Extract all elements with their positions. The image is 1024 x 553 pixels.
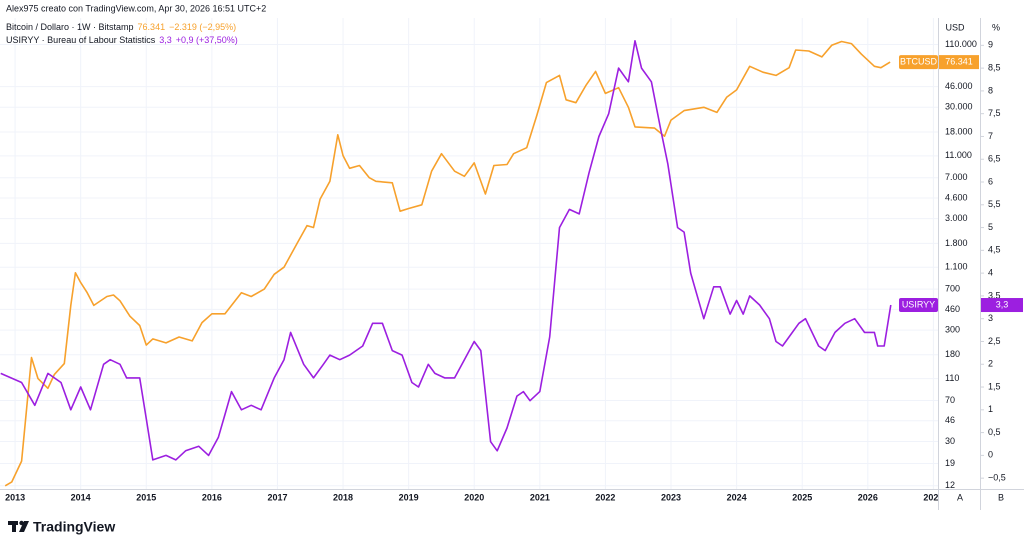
x-tick-label: 2019 [399, 492, 419, 502]
x-tick-label: 2021 [530, 492, 550, 502]
watermark: TradingView [33, 519, 115, 535]
legend-change: −2.319 (−2,95%) [169, 22, 236, 32]
symbol-badge [899, 55, 938, 70]
x-tick-label: 2016 [202, 492, 222, 502]
legend-value: 76.341 [138, 22, 166, 32]
y-tick-label: 1.800 [945, 238, 968, 248]
y2-tick-label: 3 [988, 313, 993, 323]
symbol-badge-label: BTCUSD [900, 56, 938, 66]
y2-tick-label: 0,5 [988, 427, 1001, 437]
y-tick-label: 460 [945, 304, 960, 314]
y2-tick-label: 6 [988, 176, 993, 186]
series-line [4, 40, 891, 487]
logo: TradingView [8, 519, 115, 535]
symbol-badge [899, 298, 938, 313]
y-tick-label: 30.000 [945, 102, 973, 112]
y-tick-label: 1.100 [945, 262, 968, 272]
last-value-badge [939, 55, 979, 70]
last-value-badge [981, 298, 1023, 313]
y-tick-label: 46.000 [945, 81, 973, 91]
legend-name: USIRYY · Bureau of Labour Statistics [6, 35, 156, 45]
legend-change: +0,9 (+37,50%) [176, 35, 238, 45]
y2-tick-label: 6,5 [988, 154, 1001, 164]
legend-value: 3,3 [159, 35, 172, 45]
y-tick-label: 3.000 [945, 213, 968, 223]
y2-tick-label: 8,5 [988, 62, 1001, 72]
y-tick-label: 7.000 [945, 172, 968, 182]
y-tick-label: 70 [945, 395, 955, 405]
grid [0, 18, 938, 490]
legend-entry: USIRYY · Bureau of Labour Statistics 3,3 +… [6, 35, 238, 45]
y2-tick-label: 2,5 [988, 336, 1001, 346]
y2-tick-label: 5 [988, 222, 993, 232]
header: Alex975 creato con TradingView.com, Apr … [6, 3, 266, 13]
x-tick-label: 2020 [464, 492, 484, 502]
x-tick-label: 2025 [792, 492, 812, 502]
y2-tick-label: −0,5 [988, 473, 1006, 483]
x-tick-label: 2026 [858, 492, 878, 502]
x-axis: 2013 2014 2015 2016 2017 2018 2019 2020 2021 2022… [5, 492, 943, 502]
y-tick-label: 110.000 [945, 39, 977, 49]
y-tick-label: 19 [945, 458, 955, 468]
x-tick-label: 2024 [727, 492, 747, 502]
legend-name: Bitcoin / Dollaro · 1W · Bitstamp [6, 22, 134, 32]
y2-tick-label: 5,5 [988, 199, 1001, 209]
x-tick-label: 2014 [71, 492, 91, 502]
y2-tick-label: 7 [988, 131, 993, 141]
y2-axis-label: % [992, 22, 1000, 32]
x-tick-label: 2023 [661, 492, 681, 502]
legend-entry: Bitcoin / Dollaro · 1W · Bitstamp 76.341−… [6, 22, 236, 32]
y2-tick-label: 2 [988, 359, 993, 369]
y-tick-label: 180 [945, 349, 960, 359]
y-tick-label: 300 [945, 324, 960, 334]
y-tick-label: 46 [945, 415, 955, 425]
y-axis-label: USD [945, 22, 965, 32]
series-line [0, 40, 892, 461]
axis-button[interactable]: A [957, 492, 963, 502]
y2-tick-label: 4,5 [988, 245, 1001, 255]
last-value-label: 76.341 [945, 56, 973, 66]
logo-shape [19, 521, 29, 532]
plot [0, 40, 892, 487]
axis-button[interactable]: B [998, 492, 1004, 502]
y-tick-label: 12 [945, 480, 955, 490]
y2-tick-label: 4 [988, 268, 993, 278]
y-tick-label: 11.000 [945, 150, 972, 160]
y2-tick-label: 1,5 [988, 381, 1001, 391]
last-value-label: 3,3 [996, 299, 1009, 309]
symbol-badge-label: USIRYY [902, 299, 935, 309]
y2-tick-label: 9 [988, 40, 993, 50]
x-tick-label: 2013 [5, 492, 25, 502]
y-tick-label: 4.600 [945, 192, 968, 202]
x-tick-label: 2022 [595, 492, 615, 502]
y2-tick-label: 3,5 [988, 290, 1001, 300]
y-tick-label: 700 [945, 283, 960, 293]
x-tick-label: 2017 [267, 492, 287, 502]
y-tick-label: 110 [945, 373, 959, 383]
y-tick-label: 30 [945, 436, 955, 446]
x-tick-label: 2018 [333, 492, 353, 502]
x-tick-label: 2027 [923, 492, 943, 502]
y-tick-label: 18.000 [945, 126, 973, 136]
y2-tick-label: 8 [988, 85, 993, 95]
logo-shape [12, 521, 16, 532]
y2-tick-label: 1 [988, 404, 993, 414]
y2-tick-label: 0 [988, 450, 993, 460]
x-tick-label: 2015 [136, 492, 156, 502]
y2-tick-label: 7,5 [988, 108, 1001, 118]
